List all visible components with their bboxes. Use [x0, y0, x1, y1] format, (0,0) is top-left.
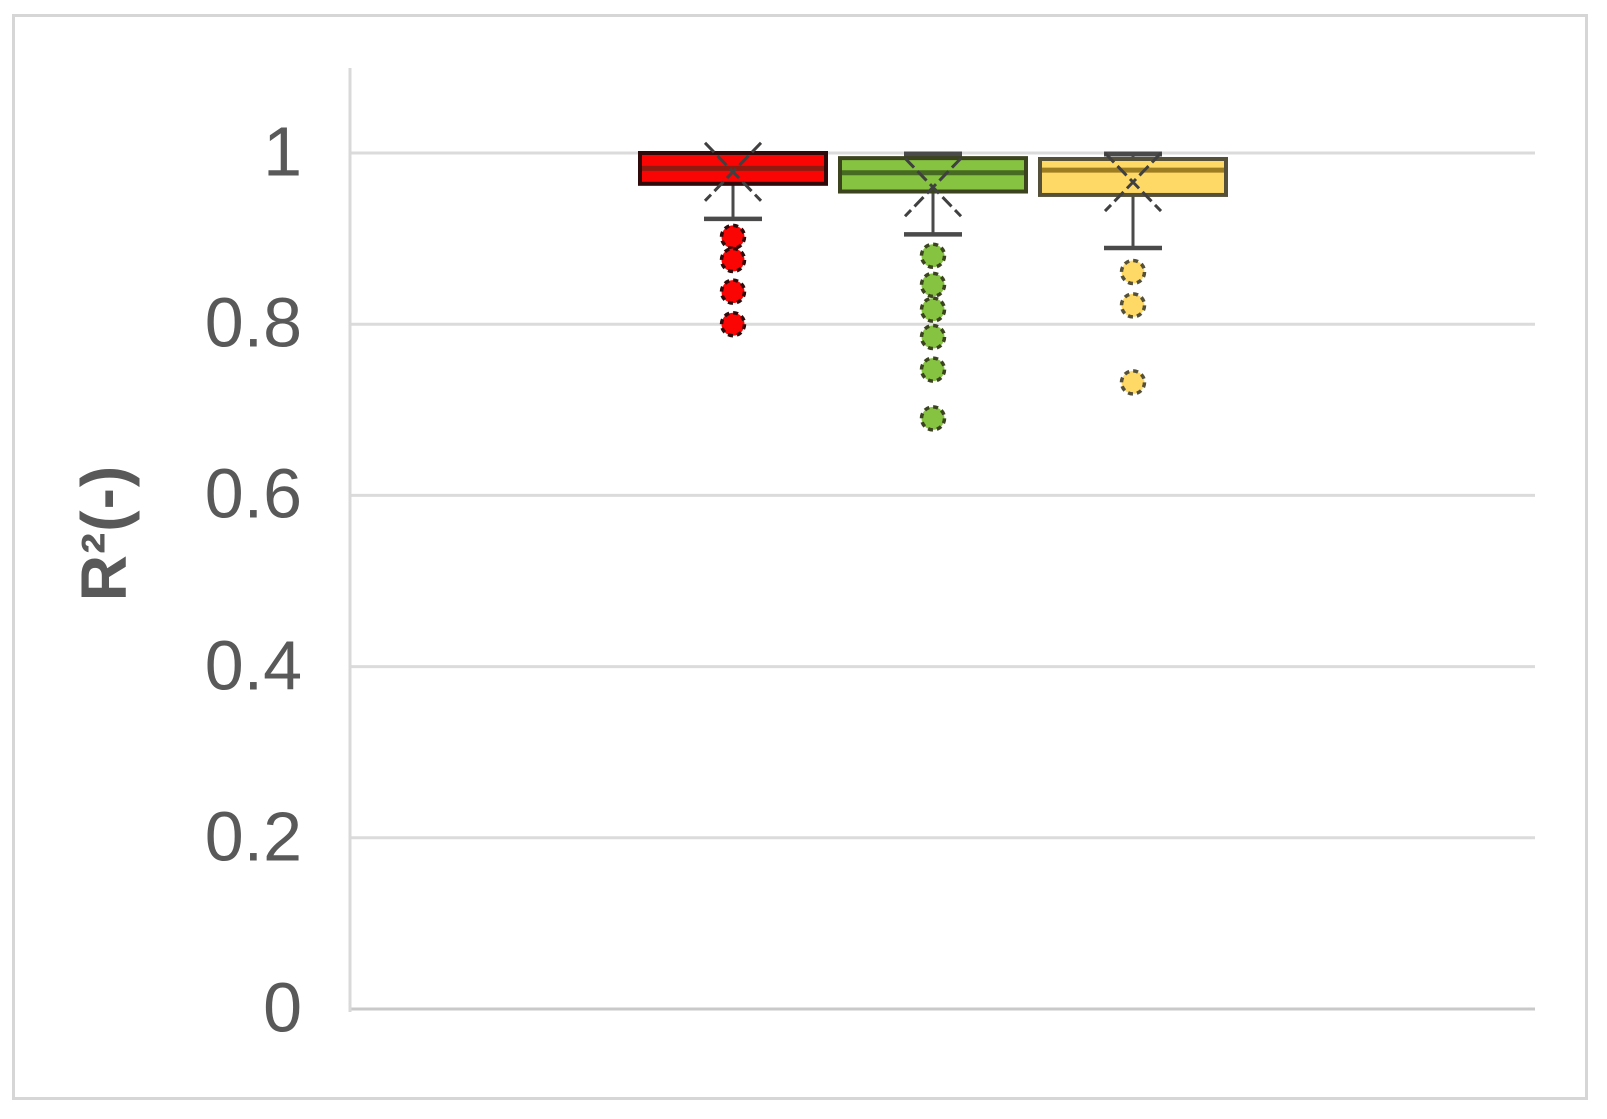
y-tick-label-0.2: 0.2: [204, 797, 302, 876]
boxplot-green: [838, 151, 1028, 432]
outlier-yellow-1: [1119, 258, 1147, 286]
outlier-yellow-3: [1119, 369, 1147, 396]
outlier-green-2: [919, 271, 947, 299]
outlier-green-5: [919, 356, 947, 383]
chart-border-frame: [12, 14, 1588, 1100]
boxplot-yellow: [1038, 151, 1228, 396]
outlier-green-6: [919, 405, 947, 432]
outlier-red-4: [719, 310, 747, 338]
outlier-yellow-2: [1119, 292, 1147, 319]
outlier-green-1: [919, 242, 947, 269]
outlier-red-2: [719, 246, 747, 274]
y-axis-title: R²(-): [68, 464, 140, 602]
mean-marker-red-stroke2: [703, 141, 763, 202]
y-tick-label-0: 0: [263, 968, 302, 1047]
outlier-green-4: [919, 323, 947, 351]
y-tick-label-0.4: 0.4: [204, 626, 302, 705]
y-tick-label-0.6: 0.6: [204, 454, 302, 533]
y-tick-label-1: 1: [263, 112, 302, 191]
mean-marker-green-stroke2: [903, 157, 963, 218]
outlier-red-3: [719, 278, 747, 305]
boxplot-red: [638, 141, 828, 338]
outlier-red-1: [719, 223, 747, 251]
y-tick-label-0.8: 0.8: [204, 283, 302, 362]
box-body-yellow: [1038, 156, 1228, 197]
mean-marker-yellow-stroke2: [1103, 152, 1163, 213]
outlier-green-3: [919, 296, 947, 323]
